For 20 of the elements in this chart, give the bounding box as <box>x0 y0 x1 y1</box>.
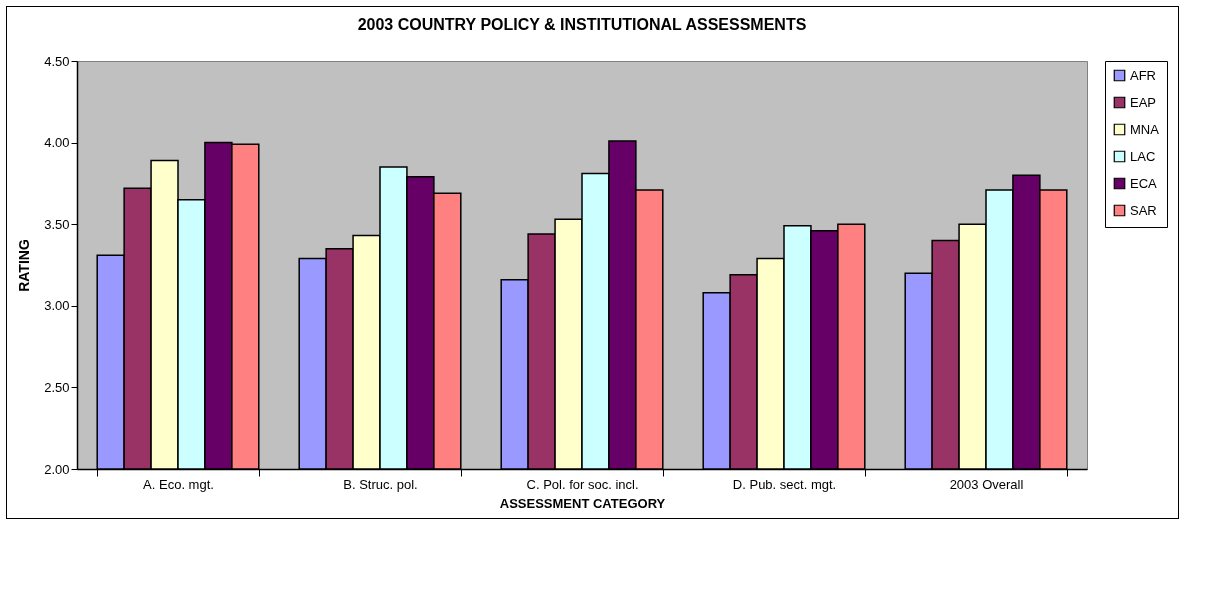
x-axis-title: ASSESSMENT CATEGORY <box>499 495 666 511</box>
y-axis-title: RATING <box>16 239 33 292</box>
legend-label: ECA <box>1130 175 1158 191</box>
legend-label: SAR <box>1130 202 1157 218</box>
x-tick-label: B. Struc. pol. <box>343 476 418 492</box>
y-tick-label: 4.50 <box>44 53 70 69</box>
legend-label: AFR <box>1130 67 1156 83</box>
chart-title: 2003 COUNTRY POLICY & INSTITUTIONAL ASSESSMENTS <box>357 16 807 33</box>
x-tick-label: D. Pub. sect. mgt. <box>732 476 837 492</box>
y-tick-label: 3.00 <box>44 298 70 314</box>
legend-label: EAP <box>1130 94 1157 110</box>
legend-label: LAC <box>1130 148 1156 164</box>
y-tick-label: 2.00 <box>44 461 70 477</box>
x-tick-label: A. Eco. mgt. <box>143 476 214 492</box>
y-tick-label: 4.00 <box>44 135 70 151</box>
x-tick-label: 2003 Overall <box>949 476 1024 492</box>
x-tick-label: C. Pol. for soc. incl. <box>526 476 639 492</box>
y-tick-label: 3.50 <box>44 216 70 232</box>
legend-label: MNA <box>1130 121 1160 137</box>
y-tick-label: 2.50 <box>44 379 70 395</box>
